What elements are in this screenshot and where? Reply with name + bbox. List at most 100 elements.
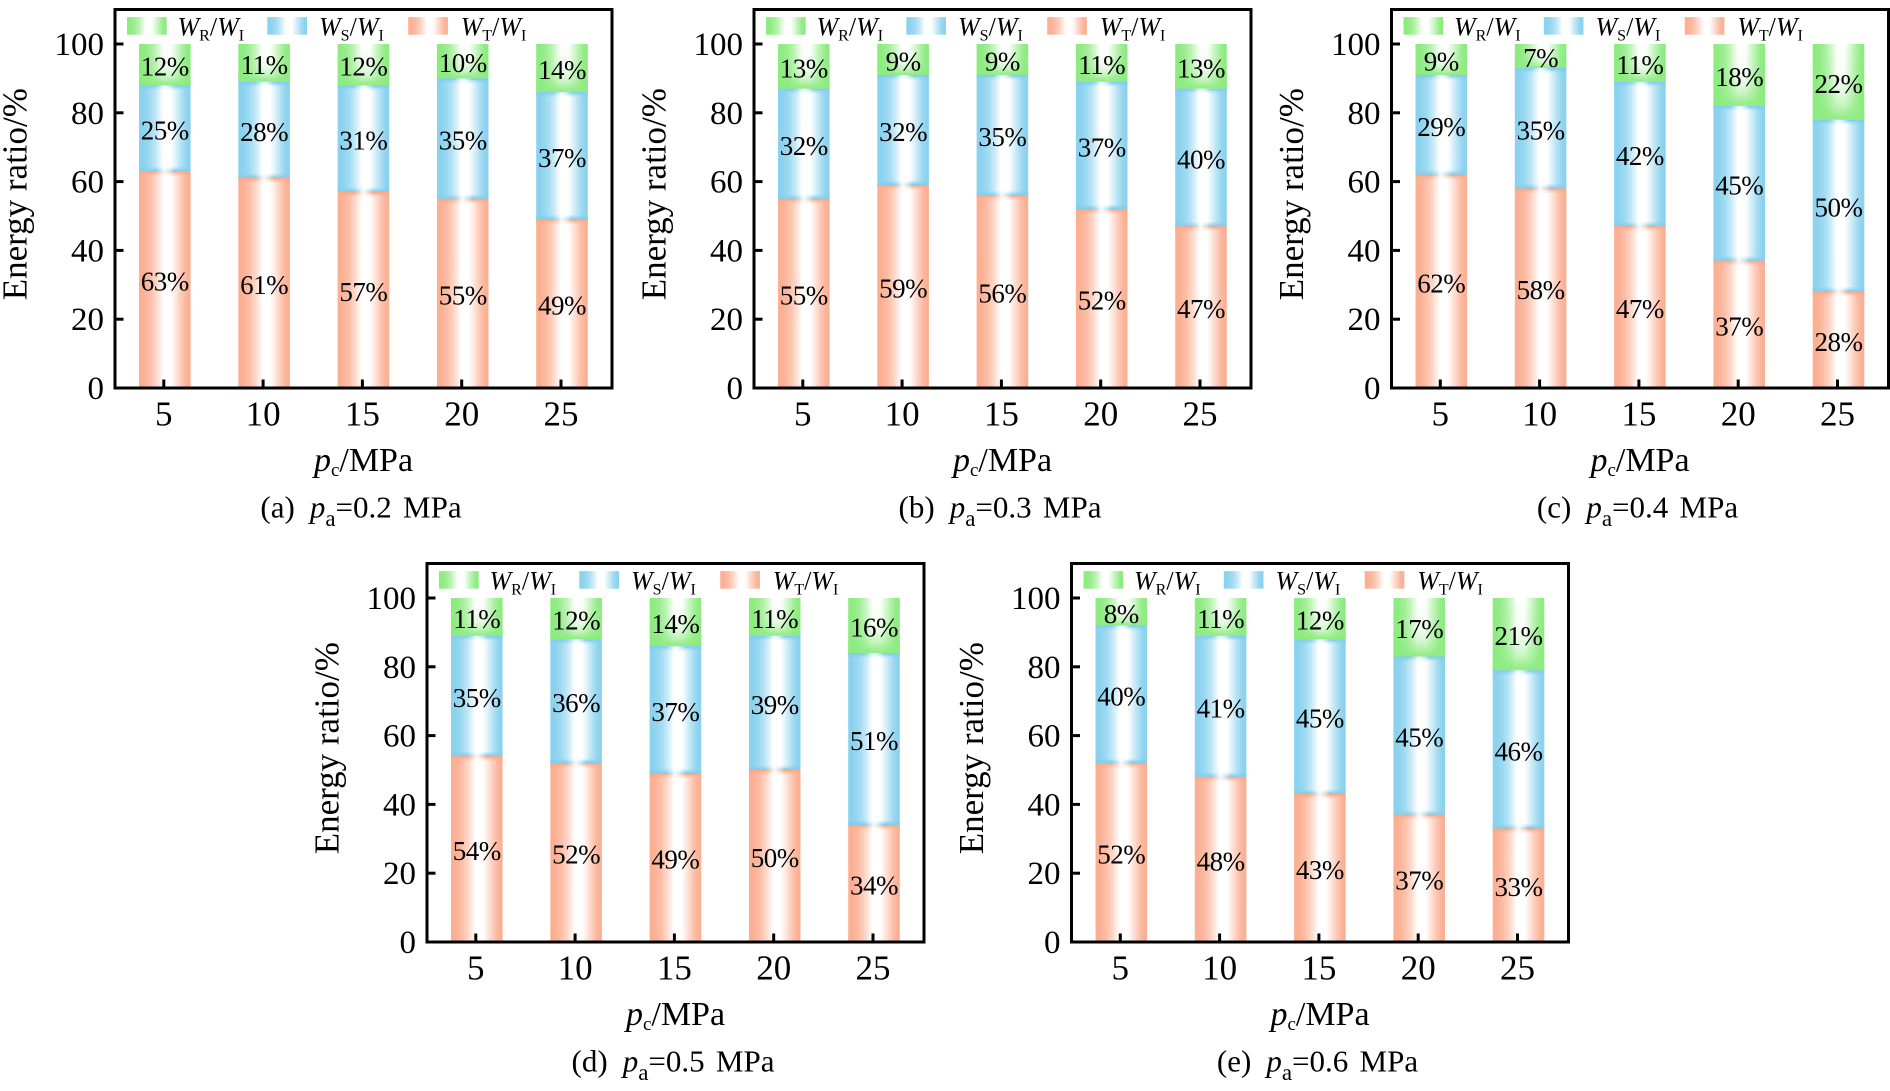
svg-text:pc/MPa: pc/MPa	[312, 442, 413, 481]
svg-text:60: 60	[710, 165, 743, 201]
svg-text:11%: 11%	[241, 50, 288, 80]
svg-text:32%: 32%	[879, 117, 927, 147]
svg-text:11%: 11%	[1616, 50, 1663, 80]
svg-text:25: 25	[856, 949, 891, 988]
svg-text:13%: 13%	[780, 53, 828, 83]
svg-text:100: 100	[1011, 581, 1061, 617]
svg-text:49%: 49%	[651, 845, 699, 875]
svg-text:WT/WI: WT/WI	[1100, 13, 1166, 45]
svg-text:21%: 21%	[1495, 621, 1543, 651]
svg-text:5: 5	[155, 395, 173, 434]
svg-text:12%: 12%	[552, 606, 600, 636]
svg-text:WS/WI: WS/WI	[958, 13, 1023, 45]
svg-text:42%: 42%	[1616, 141, 1664, 171]
svg-text:40%: 40%	[1097, 681, 1145, 711]
svg-text:WR/WI: WR/WI	[817, 13, 884, 45]
svg-text:32%: 32%	[780, 131, 828, 161]
svg-text:WR/WI: WR/WI	[1134, 567, 1201, 599]
svg-text:100: 100	[694, 27, 744, 63]
svg-text:56%: 56%	[978, 279, 1026, 309]
svg-text:100: 100	[55, 27, 105, 63]
svg-text:WS/WI: WS/WI	[1596, 13, 1661, 45]
svg-text:11%: 11%	[1078, 50, 1125, 80]
svg-text:35%: 35%	[978, 122, 1026, 152]
svg-text:41%: 41%	[1197, 693, 1245, 723]
svg-text:58%: 58%	[1517, 275, 1565, 305]
svg-text:20: 20	[71, 302, 104, 338]
svg-text:14%: 14%	[651, 609, 699, 639]
svg-text:62%: 62%	[1417, 268, 1465, 298]
svg-text:15: 15	[984, 395, 1019, 434]
svg-text:51%: 51%	[850, 726, 898, 756]
svg-text:pc/MPa: pc/MPa	[1588, 442, 1689, 481]
svg-text:80: 80	[1348, 96, 1381, 132]
svg-text:10: 10	[885, 395, 920, 434]
svg-text:43%: 43%	[1296, 855, 1344, 885]
svg-text:60: 60	[71, 165, 104, 201]
svg-text:25: 25	[1500, 949, 1535, 988]
svg-text:WS/WI: WS/WI	[631, 567, 696, 599]
svg-text:20: 20	[1083, 395, 1118, 434]
svg-text:54%: 54%	[453, 836, 501, 866]
svg-text:18%: 18%	[1715, 62, 1763, 92]
svg-text:57%: 57%	[339, 277, 387, 307]
svg-text:WR/WI: WR/WI	[178, 13, 245, 45]
svg-text:8%: 8%	[1104, 599, 1139, 629]
svg-text:pc/MPa: pc/MPa	[951, 442, 1052, 481]
svg-text:35%: 35%	[453, 683, 501, 713]
svg-text:45%: 45%	[1715, 170, 1763, 200]
svg-text:40: 40	[710, 233, 743, 269]
svg-text:36%: 36%	[552, 688, 600, 718]
svg-text:WS/WI: WS/WI	[319, 13, 384, 45]
svg-text:40: 40	[71, 233, 104, 269]
svg-text:20: 20	[1348, 302, 1381, 338]
svg-text:45%: 45%	[1296, 704, 1344, 734]
svg-text:40: 40	[1348, 233, 1381, 269]
svg-text:10%: 10%	[439, 48, 487, 78]
svg-text:(c)pa=0.4 MPa: (c) pa=0.4 MPa	[1537, 490, 1738, 532]
svg-text:0: 0	[1364, 371, 1381, 407]
svg-text:47%: 47%	[1177, 294, 1225, 324]
svg-text:61%: 61%	[240, 270, 288, 300]
svg-text:pc/MPa: pc/MPa	[624, 996, 725, 1035]
svg-text:10: 10	[1202, 949, 1237, 988]
svg-text:40%: 40%	[1177, 145, 1225, 175]
svg-text:0: 0	[88, 371, 105, 407]
svg-text:100: 100	[1331, 27, 1381, 63]
svg-text:20: 20	[756, 949, 791, 988]
svg-text:12%: 12%	[141, 52, 189, 82]
svg-text:39%: 39%	[751, 690, 799, 720]
svg-text:12%: 12%	[339, 52, 387, 82]
svg-text:50%: 50%	[1815, 193, 1863, 223]
svg-text:9%: 9%	[1424, 47, 1459, 77]
svg-text:46%: 46%	[1495, 736, 1543, 766]
svg-text:Energy ratio/%: Energy ratio/%	[635, 88, 674, 300]
svg-text:Energy ratio/%: Energy ratio/%	[0, 88, 35, 300]
svg-text:100: 100	[367, 581, 417, 617]
svg-text:WT/WI: WT/WI	[1417, 567, 1483, 599]
svg-text:49%: 49%	[538, 291, 586, 321]
svg-text:37%: 37%	[538, 143, 586, 173]
svg-text:WT/WI: WT/WI	[461, 13, 527, 45]
svg-text:9%: 9%	[985, 47, 1020, 77]
svg-text:Energy ratio/%: Energy ratio/%	[308, 642, 347, 854]
svg-text:40: 40	[1028, 787, 1061, 823]
svg-text:(b)pa=0.3 MPa: (b) pa=0.3 MPa	[899, 490, 1102, 532]
svg-text:15: 15	[1301, 949, 1336, 988]
svg-text:15: 15	[657, 949, 692, 988]
svg-text:37%: 37%	[1715, 311, 1763, 341]
svg-text:9%: 9%	[886, 47, 921, 77]
svg-text:Energy ratio/%: Energy ratio/%	[1272, 88, 1311, 300]
svg-text:28%: 28%	[1815, 327, 1863, 357]
svg-text:10: 10	[558, 949, 593, 988]
svg-text:20: 20	[710, 302, 743, 338]
svg-text:0: 0	[400, 925, 417, 961]
svg-text:10: 10	[1522, 395, 1557, 434]
svg-text:29%: 29%	[1417, 112, 1465, 142]
svg-text:80: 80	[1028, 650, 1061, 686]
svg-text:5: 5	[1112, 949, 1130, 988]
svg-text:25: 25	[1183, 395, 1218, 434]
svg-text:pc/MPa: pc/MPa	[1268, 996, 1369, 1035]
svg-text:80: 80	[710, 96, 743, 132]
svg-text:16%: 16%	[850, 613, 898, 643]
